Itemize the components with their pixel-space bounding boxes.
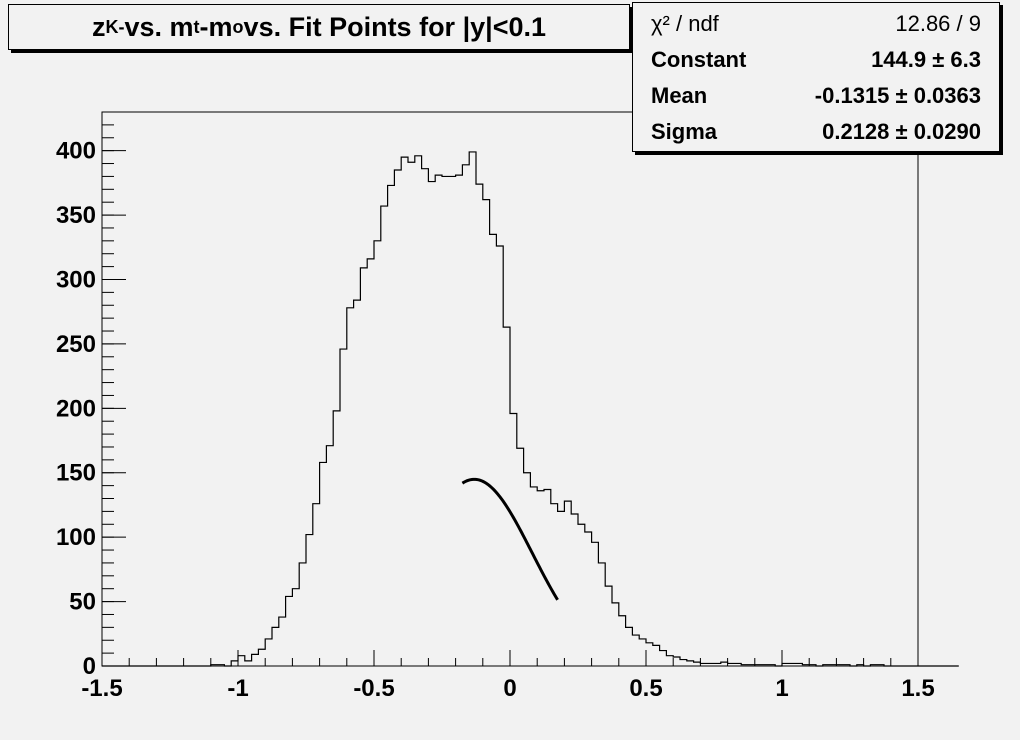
title-sub-1: K- xyxy=(105,16,125,37)
y-tick-label: 300 xyxy=(56,266,96,293)
stats-label: Constant xyxy=(651,47,747,72)
fit-stats-box: χ² / ndf 12.86 / 9 Constant 144.9 ± 6.3 … xyxy=(632,2,1000,152)
title-prefix: z xyxy=(92,11,106,42)
title-sub-3: o xyxy=(232,16,244,37)
y-tick-label: 350 xyxy=(56,202,96,229)
x-tick-label: 1 xyxy=(775,675,788,702)
y-tick-label: 400 xyxy=(56,138,96,165)
x-tick-label: -1 xyxy=(227,675,248,702)
stats-row-sigma: Sigma 0.2128 ± 0.0290 xyxy=(651,115,981,149)
gaussian-fit-curve xyxy=(461,477,559,601)
stats-label: Mean xyxy=(651,83,708,108)
title-sub-2: t xyxy=(193,16,200,37)
stats-row-mean: Mean -0.1315 ± 0.0363 xyxy=(651,79,981,113)
stats-value: -0.1315 ± 0.0363 xyxy=(814,83,981,108)
stats-row-constant: Constant 144.9 ± 6.3 xyxy=(651,43,981,77)
axis-layer: -1.5 -1 -0.5 0 0.5 1 1.5 0 50 100 150 200 250 300 350 4… xyxy=(56,111,935,702)
x-tick-label: 0 xyxy=(503,675,516,702)
chart-title: z K- vs. m t -m o vs. Fit Points for |y|<0.1 xyxy=(8,4,630,50)
fit-layer xyxy=(461,477,559,601)
x-tick-label: -0.5 xyxy=(353,675,394,702)
stats-label: χ² / ndf xyxy=(651,11,719,36)
y-tick-label: 50 xyxy=(69,589,96,616)
y-tick-label: 250 xyxy=(56,331,96,358)
y-tick-label: 100 xyxy=(56,524,96,551)
stats-value: 12.86 / 9 xyxy=(895,11,981,36)
y-tick-label: 150 xyxy=(56,460,96,487)
x-tick-label: 0.5 xyxy=(629,675,662,702)
stats-row-chi2: χ² / ndf 12.86 / 9 xyxy=(651,7,981,41)
y-tick-label: 200 xyxy=(56,395,96,422)
x-tick-label: 1.5 xyxy=(901,675,934,702)
title-middle: vs. m xyxy=(124,11,194,42)
stats-value: 0.2128 ± 0.0290 xyxy=(822,119,981,144)
stats-label: Sigma xyxy=(651,119,718,144)
title-middle-2: -m xyxy=(199,11,233,42)
title-suffix: vs. Fit Points for |y|<0.1 xyxy=(243,11,546,42)
stats-value: 144.9 ± 6.3 xyxy=(871,47,981,72)
y-tick-label: 0 xyxy=(83,653,96,680)
x-tick-label: -1.5 xyxy=(81,675,122,702)
